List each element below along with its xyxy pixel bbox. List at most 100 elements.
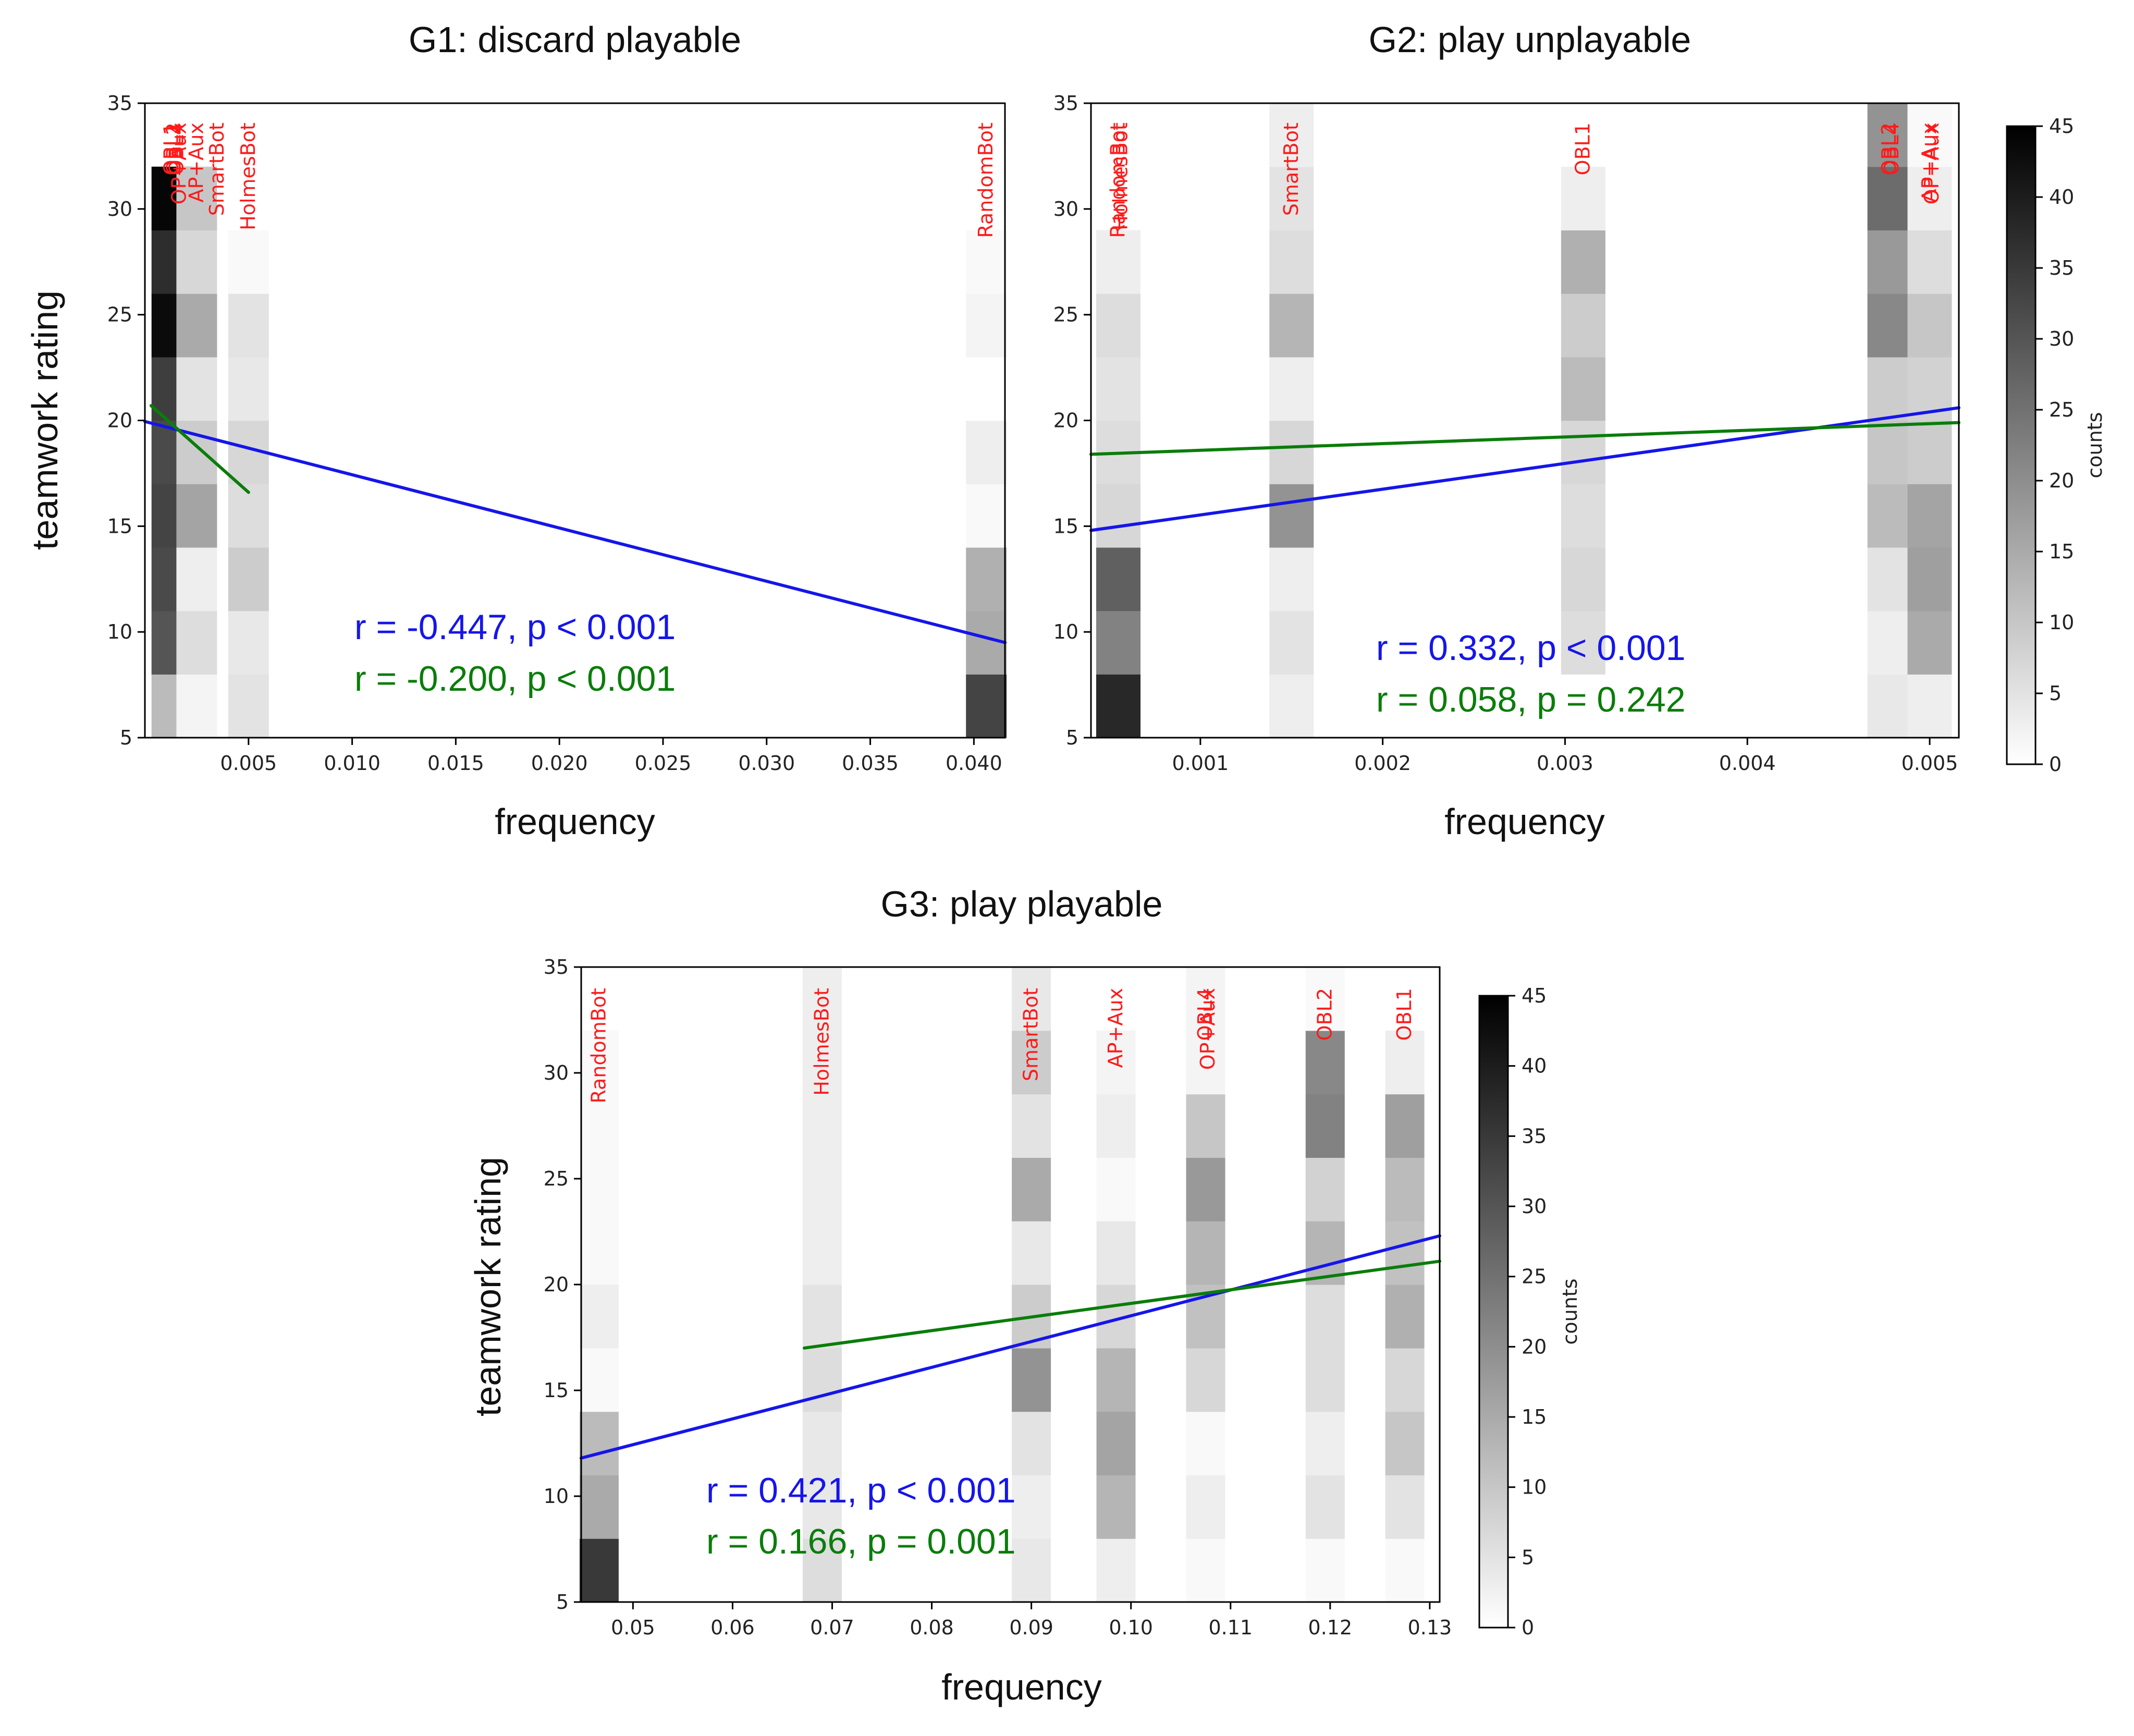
heatmap-cell [1186,1157,1225,1221]
heatmap-cell [802,967,842,1031]
heatmap-cell [579,1094,619,1158]
heatmap-cell [1096,484,1140,548]
colorbar-tick-label: 45 [1522,984,1547,1007]
y-tick-label: 35 [107,92,132,115]
x-tick-label: 0.035 [842,752,899,775]
x-axis-label-g2: frequency [1444,801,1604,842]
y-tick-label: 10 [107,620,132,643]
fit-lines-g3 [580,1234,1441,1460]
colorbar-2-gradient [1478,995,1509,1629]
panel-g3: G3: play playable RandomBot HolmesBot Smar… [468,884,1452,1707]
heatmap-cell [176,357,217,421]
heatmap-cell [1561,547,1605,612]
fit-line [1089,421,1960,456]
x-tick-label: 0.005 [1902,752,1958,775]
y-tick-label: 35 [544,956,569,979]
y-tick-label: 15 [107,515,132,537]
heatmap-cell [1907,230,1952,294]
heatmap-cell [1385,1285,1425,1349]
x-tick-label: 0.030 [738,752,795,775]
heatmap-cell [1907,484,1952,548]
colorbar-1-label: counts [2083,412,2106,478]
heatmap-cell [1012,1221,1051,1285]
colorbar-tick-label: 20 [2049,469,2074,492]
bot-label: OP+Aux [168,123,191,204]
x-tick-label: 0.001 [1172,752,1229,775]
colorbar-tick-label: 35 [2049,256,2074,279]
heatmap-cell [579,1411,619,1475]
heatmap-cell [176,674,217,738]
x-tick-label: 0.10 [1109,1616,1153,1639]
x-tick-label: 0.010 [324,752,381,775]
bot-label: OBL2 [1313,988,1336,1041]
heatmap-cell [1305,1475,1345,1539]
heatmap-cell [966,674,1007,738]
heatmap-cell [1305,1030,1345,1095]
heatmap-cell [579,1221,619,1285]
heatmap-cell [966,230,1007,294]
heatmap-cell [1305,967,1345,1031]
y-tick-label: 5 [120,726,132,749]
heatmap-cell [579,1285,619,1349]
heatmap-cell [1096,1030,1136,1095]
heatmap-cell [1186,1411,1225,1475]
colorbar-tick-label: 0 [1522,1616,1534,1639]
heatmap-cell [1907,103,1952,167]
heatmap-cell [802,1538,842,1603]
heatmap-cell [1096,1475,1136,1539]
heatmap-cell [1012,1157,1051,1221]
heatmap-cell [966,484,1007,548]
heatmap-cell [228,357,269,421]
heatmap-cell [1561,674,1605,738]
x-tick-label: 0.020 [531,752,588,775]
x-axis-label-g1: frequency [495,801,655,842]
heatmap-cell [1269,484,1314,548]
heatmap-cell [228,610,269,675]
heatmap-cell [1305,1157,1345,1221]
heatmap-cell [802,1157,842,1221]
heatmap-cell [1867,674,1912,738]
colorbar-tick-label: 20 [1522,1335,1547,1358]
heatmap-cell [1385,1411,1425,1475]
heatmap-cell [1385,1030,1425,1095]
fit-line [143,420,1007,644]
bot-label: AP+Aux [1104,988,1127,1068]
heatmap-cell [1269,294,1314,358]
y-tick-label: 20 [1053,409,1078,432]
heatmap-cell [1561,610,1605,675]
y-tick-label: 30 [1053,198,1078,221]
heatmap-cell [966,294,1007,358]
heatmap-cell [1867,294,1912,358]
heatmap-cell [1561,420,1605,484]
colorbar-tick-label: 40 [2049,186,2074,209]
stat-green-g3: r = 0.166, p = 0.001 [706,1522,1016,1561]
heatmap-cell [1096,674,1140,738]
x-tick-label: 0.015 [427,752,484,775]
heatmap-cell [1096,1538,1136,1603]
heatmap-cell [176,610,217,675]
colorbar-tick-label: 35 [1522,1124,1547,1147]
heatmap-cell [1096,1348,1136,1412]
x-ticks-g1: 0.005 0.010 0.015 0.020 0.025 0.030 0.035 0.040 [220,738,1002,775]
y-tick-label: 15 [544,1379,569,1402]
heatmap-cell [802,1221,842,1285]
heatmap-cell [1561,166,1605,230]
bot-label: SmartBot [1280,123,1303,216]
bot-label: OBL4 [165,123,188,175]
bot-label: SmartBot [205,123,228,216]
bot-label: OP+Aux [1196,988,1219,1070]
fit-lines-g2 [1089,406,1960,532]
heatmap-cell [579,1157,619,1221]
y-tick-label: 10 [1053,620,1078,643]
heatmap-cell [1012,1030,1051,1095]
heatmap-cell [802,1475,842,1539]
heatmap-cell [1907,166,1952,230]
bot-label: OBL4 [1880,123,1903,175]
heatmap-cell [1186,1030,1225,1095]
colorbar-tick-label: 40 [1522,1055,1547,1078]
heatmap-cell [1867,484,1912,548]
x-ticks-g3: 0.05 0.06 0.07 0.08 0.09 0.10 0.11 0.12 0.13 [611,1602,1452,1639]
